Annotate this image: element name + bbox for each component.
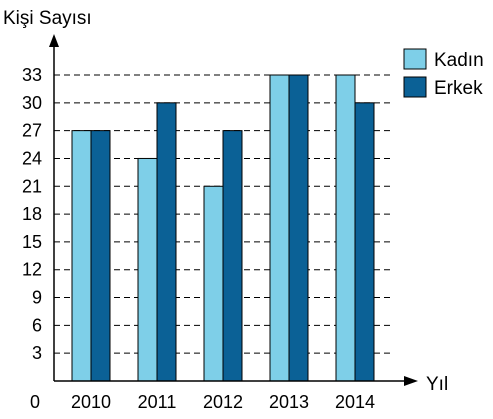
legend: Kadın Erkek [403,48,484,99]
bar-erkek-2011 [156,102,177,382]
legend-label-erkek: Erkek [434,78,483,99]
x-tick-label: 2011 [138,392,177,412]
y-tick-label: 30 [22,93,42,113]
y-axis-title: Kişi Sayısı [3,8,92,29]
y-tick-label: 3 [32,343,42,363]
y-tick-label: 21 [22,176,42,196]
y-tick-label: 12 [22,260,42,280]
x-tick-labels: 2010 2011 2012 2013 2014 [71,392,375,412]
legend-swatch-kadın [403,48,427,70]
bar-erkek-2013 [288,74,309,382]
y-tick-label: 18 [22,204,42,224]
legend-label-kadın: Kadın [434,50,484,71]
y-tick-label: 33 [22,65,42,85]
legend-swatch-erkek [403,76,427,98]
bar-kadın-2012 [203,185,224,382]
axes [49,34,418,386]
x-axis-title: Yıl [426,374,448,395]
bar-kadın-2013 [269,74,290,382]
y-tick-label: 6 [32,315,42,335]
x-axis-arrow-icon [404,376,418,386]
bar-erkek-2014 [354,102,375,382]
bar-kadın-2010 [71,130,92,382]
bar-kadın-2014 [335,74,356,382]
y-tick-label: 15 [22,232,42,252]
bar-erkek-2010 [90,130,111,382]
bars [71,74,375,382]
y-tick-labels: 3 6 9 12 15 18 21 24 27 30 33 [22,65,42,363]
y-axis-arrow-icon [49,34,59,47]
y-tick-label: 9 [32,288,42,308]
x-tick-label: 2014 [335,392,375,412]
bar-erkek-2012 [222,130,243,382]
x-tick-label: 2013 [269,392,309,412]
x-tick-label: 2010 [71,392,111,412]
x-tick-label: 2012 [203,392,243,412]
bar-kadın-2011 [137,157,158,382]
y-tick-label: 27 [22,121,42,141]
origin-label: 0 [30,392,40,412]
y-tick-label: 24 [22,148,42,168]
